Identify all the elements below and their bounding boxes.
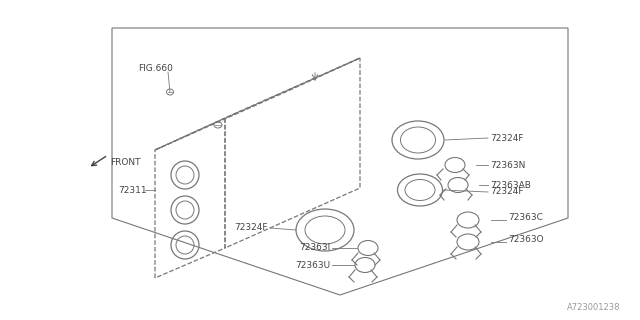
Text: 72363N: 72363N	[490, 161, 525, 170]
Text: 72324F: 72324F	[234, 223, 268, 233]
Text: 72363C: 72363C	[508, 213, 543, 222]
Text: A723001238: A723001238	[566, 303, 620, 313]
Text: 72324F: 72324F	[490, 188, 524, 196]
Text: 72363U: 72363U	[295, 260, 330, 269]
Text: 72363I: 72363I	[299, 244, 330, 252]
Text: 72363AB: 72363AB	[490, 180, 531, 189]
Text: 72363O: 72363O	[508, 236, 543, 244]
Text: 72311: 72311	[118, 186, 147, 195]
Text: FIG.660: FIG.660	[138, 63, 173, 73]
Text: FRONT: FRONT	[110, 157, 141, 166]
Text: 72324F: 72324F	[490, 133, 524, 142]
